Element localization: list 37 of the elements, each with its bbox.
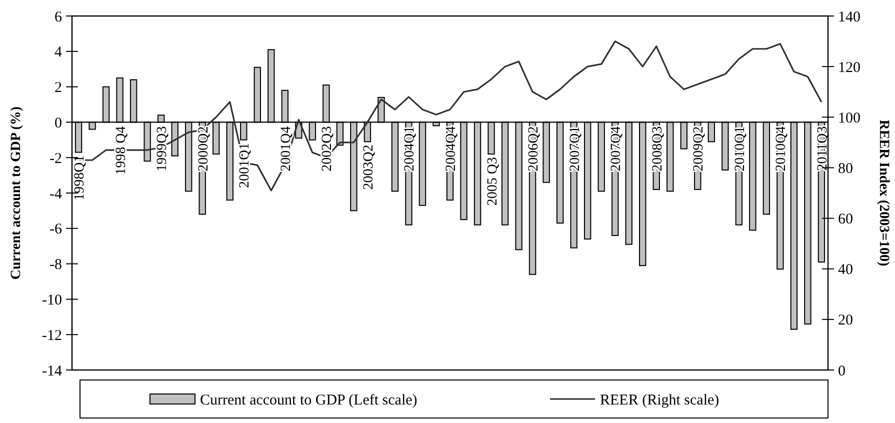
- y-tick-label: -4: [50, 186, 62, 202]
- x-tick-label: 2010Q4: [774, 126, 790, 172]
- x-tick-label: 2001Q4: [278, 126, 294, 172]
- y-tick-label: 6: [54, 9, 62, 26]
- y-tick-label: -12: [42, 328, 62, 344]
- x-tick-label: 2005 Q3: [485, 157, 500, 206]
- x-tick-label: 2000Q2: [196, 126, 212, 172]
- y-axis-title: Current account to GDP (%): [9, 106, 24, 280]
- y-tick-label: -14: [42, 363, 62, 380]
- y2-tick-label: 120: [838, 60, 860, 76]
- y2-tick-label: 100: [838, 110, 860, 126]
- x-tick-label: 2003Q2: [361, 144, 376, 190]
- y2-tick-label: 60: [838, 212, 853, 228]
- y-tick-label: 0: [54, 115, 62, 132]
- y-tick-label: -6: [50, 222, 62, 238]
- y-tick-label: -10: [42, 292, 62, 308]
- legend-label: Current account to GDP (Left scale): [200, 392, 418, 408]
- y2-tick-label: 0: [838, 363, 846, 380]
- x-tick-label: 2009Q2: [692, 126, 707, 172]
- y-tick-label: -8: [50, 257, 62, 274]
- x-tick-label: 1998 Q4: [114, 126, 129, 175]
- x-tick-label: 2001Q1: [238, 142, 253, 188]
- x-tick-label: 2006Q2: [526, 126, 542, 172]
- x-tick-label: 1998Q1: [72, 155, 88, 200]
- y2-tick-label: 80: [838, 160, 853, 177]
- x-tick-label: 1999Q3: [155, 126, 170, 172]
- y2-tick-label: 140: [838, 9, 860, 26]
- legend-label: REER (Right scale): [600, 392, 720, 408]
- x-tick-label: 2002Q3: [320, 126, 336, 172]
- y-tick-label: 2: [54, 80, 62, 96]
- y2-axis-title: REER Index (2003=100): [876, 120, 891, 267]
- x-tick-label: 2008Q3: [650, 126, 666, 172]
- y2-tick-label: 40: [838, 262, 853, 278]
- y2-tick-label: 20: [838, 312, 853, 329]
- x-tick-label: 2004Q4: [444, 126, 459, 172]
- y-tick-label: 4: [54, 44, 62, 61]
- y-tick-label: -2: [50, 150, 62, 167]
